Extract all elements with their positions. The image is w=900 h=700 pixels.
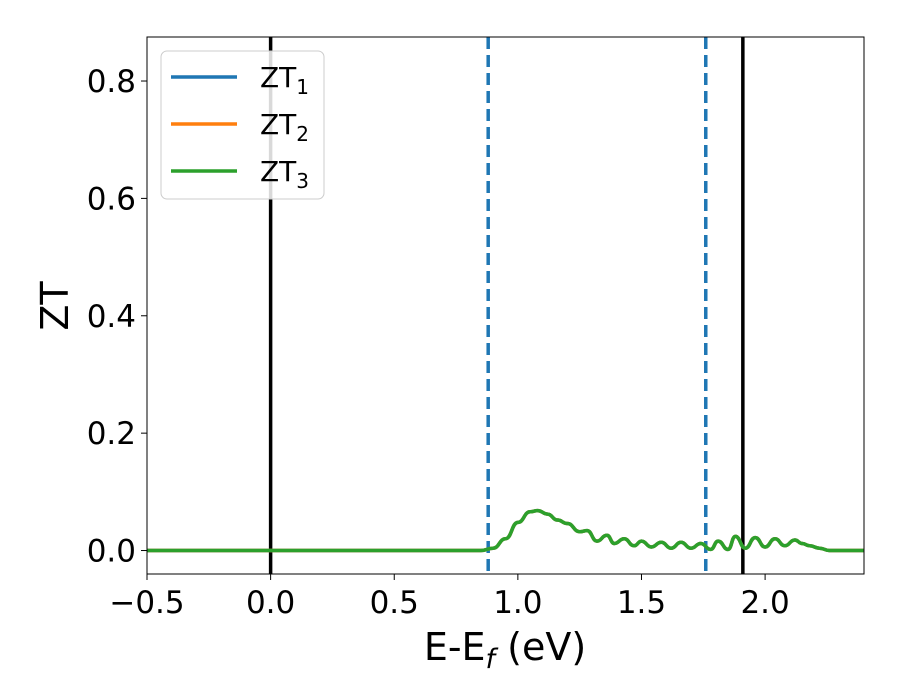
x-tick-label: 1.0 (493, 585, 542, 621)
legend: ZT1 ZT2 ZT3 (160, 50, 325, 200)
y-tick-label: 0.2 (87, 416, 136, 452)
plot-frame (146, 36, 865, 575)
y-tick-label: 0.4 (87, 299, 136, 335)
reference-lines (268, 37, 745, 574)
y-tick-label: 0.0 (87, 534, 136, 570)
x-tick-label: −0.5 (109, 585, 184, 621)
x-tick-label: 2.0 (740, 585, 789, 621)
x-tick-label: 0.0 (246, 585, 295, 621)
legend-label-zt2: ZT2 (260, 108, 309, 146)
y-axis-label: ZT (33, 281, 77, 331)
series-lines (147, 508, 864, 553)
y-axis-ticks: 0.0 0.2 0.4 0.6 0.8 (87, 64, 147, 570)
legend-label-zt3: ZT3 (260, 155, 309, 193)
series-line-zt3 (147, 508, 864, 553)
series-line-zt2 (147, 508, 864, 553)
x-axis-ticks: −0.5 0.0 0.5 1.0 1.5 2.0 (109, 574, 790, 621)
y-tick-label: 0.6 (87, 181, 136, 217)
x-axis-label: E-Ef (eV) (424, 625, 586, 675)
x-tick-label: 0.5 (370, 585, 419, 621)
x-tick-label: 1.5 (617, 585, 666, 621)
y-tick-label: 0.8 (87, 64, 136, 100)
legend-frame (160, 50, 325, 200)
legend-label-zt1: ZT1 (260, 61, 309, 99)
series-line-zt1 (147, 508, 864, 553)
x-axis-label-unit: (eV) (495, 625, 586, 669)
